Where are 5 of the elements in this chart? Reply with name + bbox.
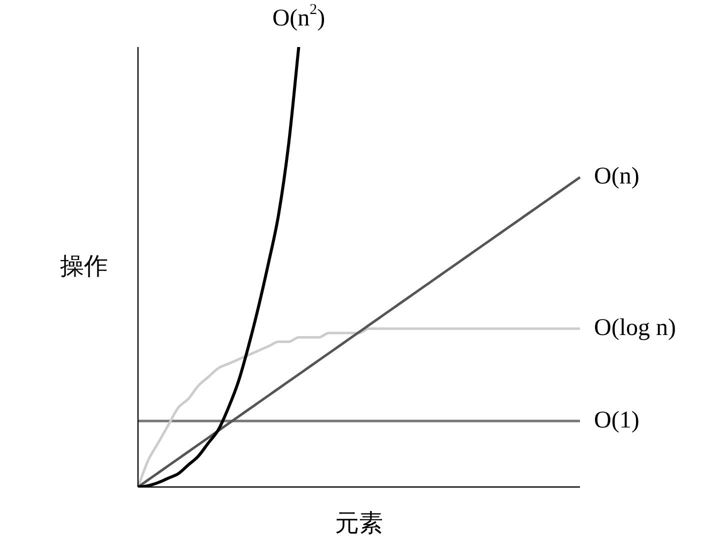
- series-label: O(log n): [594, 314, 676, 341]
- series-label: O(n): [594, 164, 640, 190]
- series-label: O(1): [594, 407, 640, 434]
- y-axis-title: 操作: [60, 252, 108, 280]
- x-axis-title: 元素: [335, 509, 383, 538]
